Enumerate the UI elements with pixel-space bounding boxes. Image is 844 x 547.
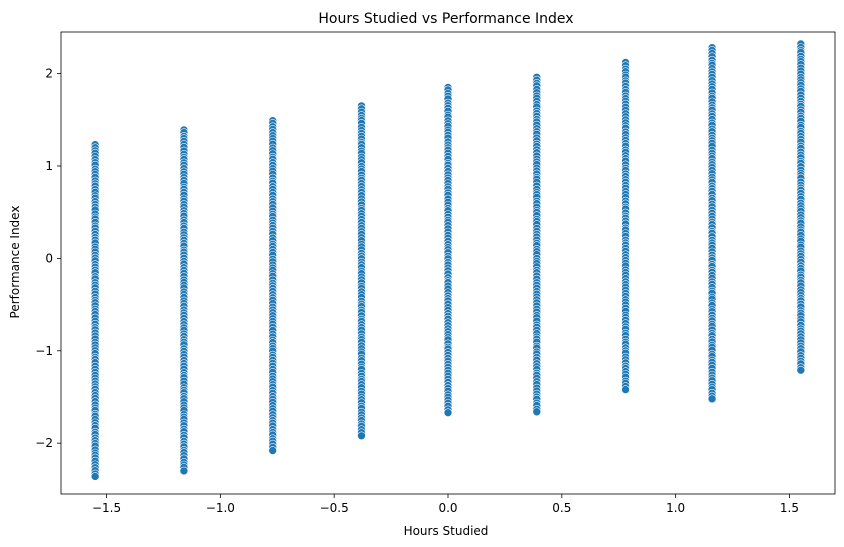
x-tick-label: −0.5	[320, 501, 349, 515]
x-tick-label: 0.5	[552, 501, 571, 515]
data-point	[621, 385, 630, 394]
x-tick-label: −1.0	[206, 501, 235, 515]
data-point	[796, 365, 806, 375]
data-point	[532, 407, 542, 417]
data-point	[90, 472, 100, 481]
x-tick-label: −1.5	[92, 501, 121, 515]
x-tick-label: 1.0	[666, 501, 685, 515]
x-tick-label: 0.0	[438, 501, 457, 515]
x-axis-ticks: −1.5 −1.0 −0.5 0.0 0.5 1.0 1.5	[92, 494, 799, 515]
y-tick-label: −1	[35, 344, 53, 358]
data-point	[707, 394, 717, 404]
points-layer	[90, 39, 806, 481]
x-axis-label: Hours Studied	[404, 524, 489, 538]
data-point	[357, 431, 366, 441]
y-tick-label: 2	[45, 67, 53, 81]
x-tick-label: 1.5	[780, 501, 799, 515]
data-point	[179, 466, 189, 476]
chart-title: Hours Studied vs Performance Index	[318, 11, 573, 27]
y-axis-ticks: −2 −1 0 1 2	[35, 67, 61, 450]
y-tick-label: 0	[45, 251, 53, 265]
data-point	[443, 408, 453, 417]
data-point	[268, 446, 278, 455]
y-axis-label: Performance Index	[8, 206, 22, 319]
y-tick-label: −2	[35, 436, 53, 450]
y-tick-label: 1	[45, 159, 53, 173]
